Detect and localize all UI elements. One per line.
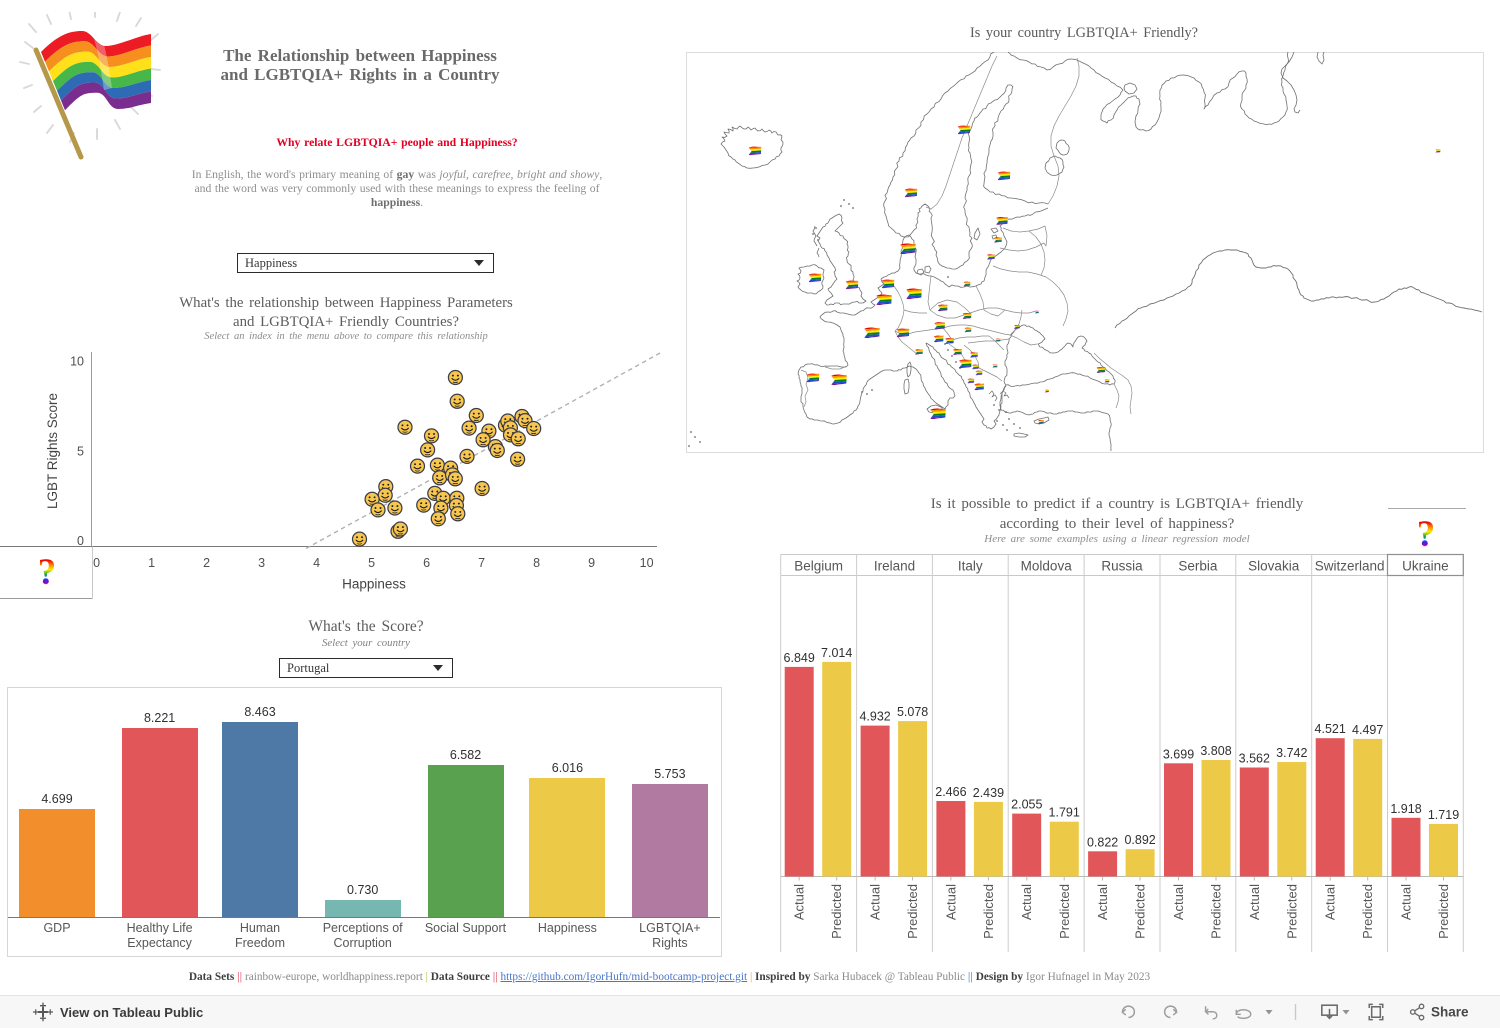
svg-text:Moldova: Moldova: [1021, 559, 1073, 574]
svg-text:3.562: 3.562: [1239, 752, 1270, 766]
svg-text:Predicted: Predicted: [1360, 884, 1375, 939]
svg-text:Switzerland: Switzerland: [1315, 559, 1385, 574]
svg-text:Happiness: Happiness: [342, 577, 406, 592]
svg-text:Belgium: Belgium: [794, 559, 843, 574]
svg-text:2.439: 2.439: [973, 786, 1004, 800]
svg-text:Predicted: Predicted: [1133, 884, 1148, 939]
svg-text:LGBT Rights Score: LGBT Rights Score: [45, 393, 60, 509]
svg-text:3: 3: [258, 556, 265, 570]
svg-text:Russia: Russia: [1101, 559, 1143, 574]
svg-text:4.521: 4.521: [1315, 722, 1346, 736]
svg-text:2: 2: [203, 556, 210, 570]
svg-text:0.822: 0.822: [1087, 835, 1118, 849]
svg-text:10: 10: [70, 355, 84, 369]
svg-text:Ireland: Ireland: [874, 559, 915, 574]
svg-text:10: 10: [640, 556, 654, 570]
svg-text:Predicted: Predicted: [1057, 884, 1072, 939]
svg-text:Actual: Actual: [868, 884, 883, 920]
svg-text:Actual: Actual: [1171, 884, 1186, 920]
svg-text:5.078: 5.078: [897, 705, 928, 719]
svg-text:0.892: 0.892: [1124, 833, 1155, 847]
svg-text:1: 1: [148, 556, 155, 570]
svg-text:Ukraine: Ukraine: [1402, 559, 1449, 574]
svg-text:1.918: 1.918: [1390, 802, 1421, 816]
svg-text:Actual: Actual: [1247, 884, 1262, 920]
svg-text:7: 7: [478, 556, 485, 570]
svg-text:Actual: Actual: [792, 884, 807, 920]
svg-text:Predicted: Predicted: [829, 884, 844, 939]
svg-text:2.466: 2.466: [935, 785, 966, 799]
svg-text:Actual: Actual: [1095, 884, 1110, 920]
svg-text:1.791: 1.791: [1049, 806, 1080, 820]
svg-text:3.699: 3.699: [1163, 747, 1194, 761]
svg-text:5: 5: [368, 556, 375, 570]
svg-text:1.719: 1.719: [1428, 808, 1459, 822]
svg-text:Actual: Actual: [1323, 884, 1338, 920]
svg-text:7.014: 7.014: [821, 646, 852, 660]
svg-text:3.742: 3.742: [1276, 746, 1307, 760]
svg-text:Predicted: Predicted: [905, 884, 920, 939]
svg-text:6.849: 6.849: [784, 651, 815, 665]
svg-text:8: 8: [533, 556, 540, 570]
svg-text:2.055: 2.055: [1011, 798, 1042, 812]
svg-text:?: ?: [1417, 517, 1436, 555]
svg-text:Predicted: Predicted: [981, 884, 996, 939]
svg-text:Predicted: Predicted: [1284, 884, 1299, 939]
svg-text:6: 6: [423, 556, 430, 570]
svg-text:Serbia: Serbia: [1178, 559, 1218, 574]
svg-text:9: 9: [588, 556, 595, 570]
svg-text:Slovakia: Slovakia: [1248, 559, 1300, 574]
svg-text:?: ?: [38, 552, 57, 593]
svg-text:Predicted: Predicted: [1209, 884, 1224, 939]
svg-text:4.932: 4.932: [859, 710, 890, 724]
svg-text:0: 0: [77, 534, 84, 548]
svg-text:Actual: Actual: [943, 884, 958, 920]
svg-text:Predicted: Predicted: [1436, 884, 1451, 939]
svg-text:Italy: Italy: [958, 559, 983, 574]
svg-text:5: 5: [77, 445, 84, 459]
svg-text:3.808: 3.808: [1200, 744, 1231, 758]
svg-text:Actual: Actual: [1399, 884, 1414, 920]
svg-text:4.497: 4.497: [1352, 723, 1383, 737]
svg-text:4: 4: [313, 556, 320, 570]
svg-text:0: 0: [93, 556, 100, 570]
svg-text:Actual: Actual: [1019, 884, 1034, 920]
